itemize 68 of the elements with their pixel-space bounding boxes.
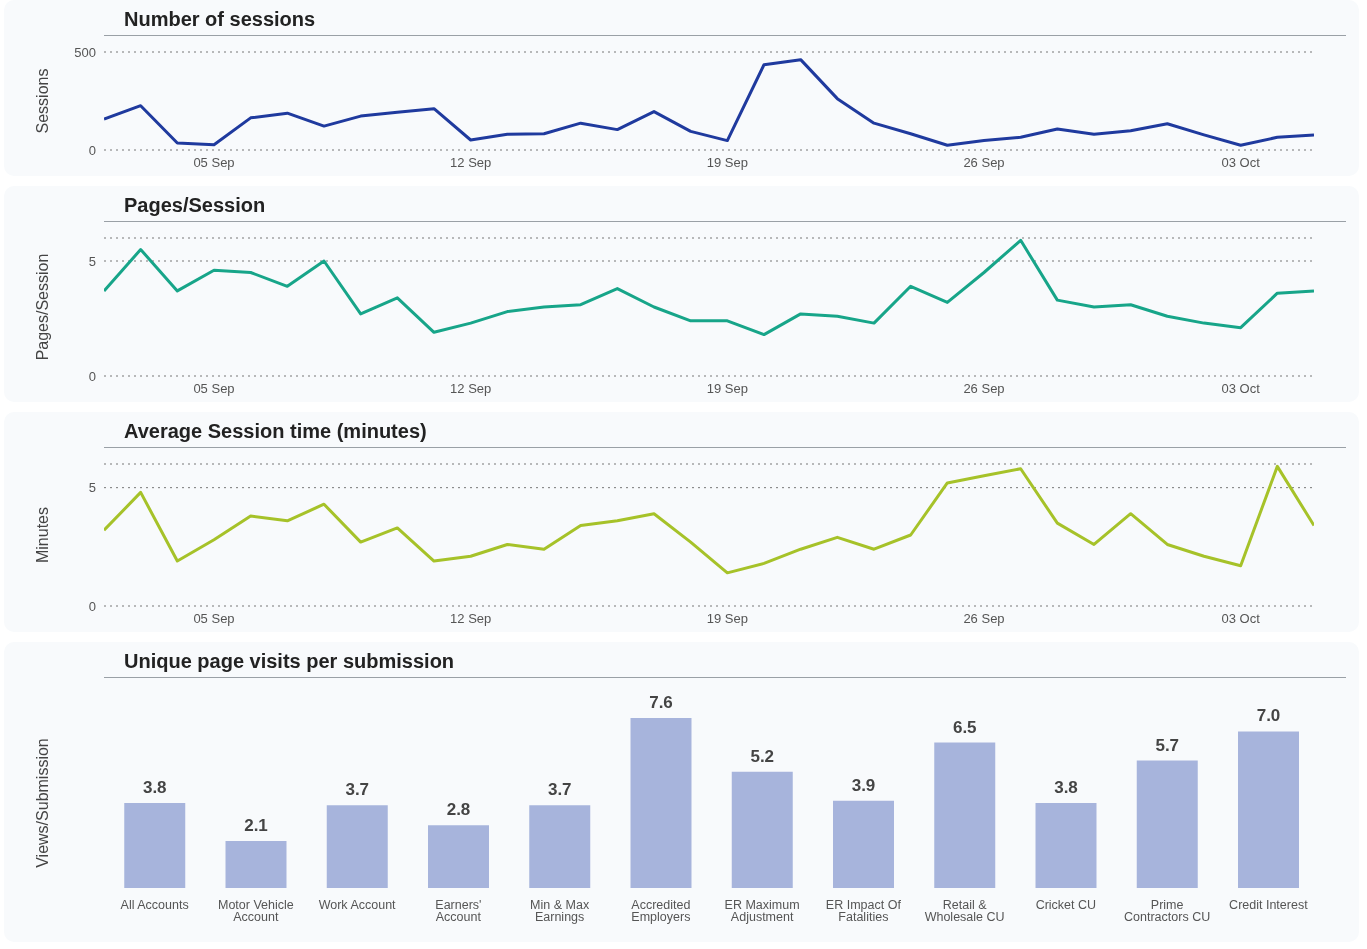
data-label: 2.8	[446, 800, 471, 820]
x-tick-label: 05 Sep	[193, 611, 235, 627]
y-tick-label: 0	[88, 368, 96, 384]
y-tick-label: 0	[88, 598, 96, 614]
data-label: 6.5	[952, 717, 977, 737]
bar	[428, 825, 489, 888]
x-tick-label: 12 Sep	[450, 155, 492, 171]
bar	[1238, 731, 1299, 888]
x-tick-label: 26 Sep	[963, 155, 1005, 171]
bar	[934, 742, 996, 888]
data-label: 7.0	[1256, 706, 1281, 726]
x-tick-label: 03 Oct	[1221, 611, 1261, 627]
x-tick-label: Retail & Wholesale CU	[924, 897, 1005, 925]
data-label: 7.6	[649, 693, 673, 712]
x-tick-label: Cricket CU	[1035, 897, 1097, 912]
bar	[225, 841, 287, 888]
x-tick-label: 19 Sep	[706, 381, 748, 397]
y-axis-title: Sessions	[33, 68, 51, 134]
x-tick-label: 05 Sep	[193, 155, 235, 171]
x-tick-label: 05 Sep	[193, 381, 235, 397]
x-tick-label: 26 Sep	[963, 611, 1005, 627]
y-axis-title: Minutes	[33, 506, 51, 564]
bar	[833, 800, 894, 888]
data-label: 3.7	[547, 780, 572, 800]
data-label: 2.1	[244, 816, 268, 836]
x-tick-label: ER Impact Of Fatalities	[825, 897, 902, 925]
chart-title: Average Session time (minutes)	[104, 420, 1346, 448]
y-tick-label: 5	[88, 480, 96, 496]
bar	[124, 803, 186, 888]
y-tick-label: 0	[88, 142, 96, 158]
bar	[1136, 760, 1198, 888]
x-tick-label: 19 Sep	[706, 155, 748, 171]
bar	[731, 771, 793, 888]
chart-title: Number of sessions	[104, 8, 1346, 36]
x-tick-label: 12 Sep	[450, 381, 492, 397]
data-label: 3.9	[851, 775, 876, 795]
x-tick-label: Min & Max Earnings	[530, 897, 590, 925]
line-series	[104, 464, 1314, 575]
data-label: 5.7	[1155, 735, 1180, 755]
x-tick-label: 03 Oct	[1221, 381, 1261, 397]
x-tick-label: All Accounts	[120, 897, 189, 912]
y-tick-label: 5	[88, 253, 96, 269]
x-tick-label: Earners' Account	[435, 897, 482, 925]
x-tick-label: Accredited Employers	[631, 897, 691, 925]
x-tick-label: 12 Sep	[450, 611, 492, 627]
x-tick-label: Credit Interest	[1229, 897, 1309, 912]
line-series	[104, 238, 1314, 337]
data-label: 3.7	[345, 780, 370, 800]
bar	[529, 805, 591, 888]
x-tick-label: 19 Sep	[706, 611, 748, 627]
bar	[1035, 803, 1097, 888]
data-label: 3.8	[1054, 778, 1078, 797]
y-axis-title: Views/Submission	[33, 738, 51, 868]
x-tick-label: Work Account	[318, 897, 397, 912]
data-label: 5.2	[750, 746, 775, 766]
chart-title: Pages/Session	[104, 194, 1346, 222]
line-series	[104, 58, 1314, 147]
bar	[630, 718, 692, 888]
x-tick-label: Prime Contractors CU	[1124, 897, 1211, 925]
chart-title: Unique page visits per submission	[104, 650, 1346, 678]
y-tick-label: 500	[74, 44, 96, 60]
y-axis-title: Pages/Session	[33, 253, 51, 361]
x-tick-label: Motor Vehicle Account	[218, 897, 294, 925]
bar	[326, 805, 388, 888]
x-tick-label: ER Maximum Adjustment	[724, 897, 800, 925]
x-tick-label: 03 Oct	[1221, 155, 1261, 171]
data-label: 3.8	[142, 778, 167, 797]
x-tick-label: 26 Sep	[963, 381, 1005, 397]
